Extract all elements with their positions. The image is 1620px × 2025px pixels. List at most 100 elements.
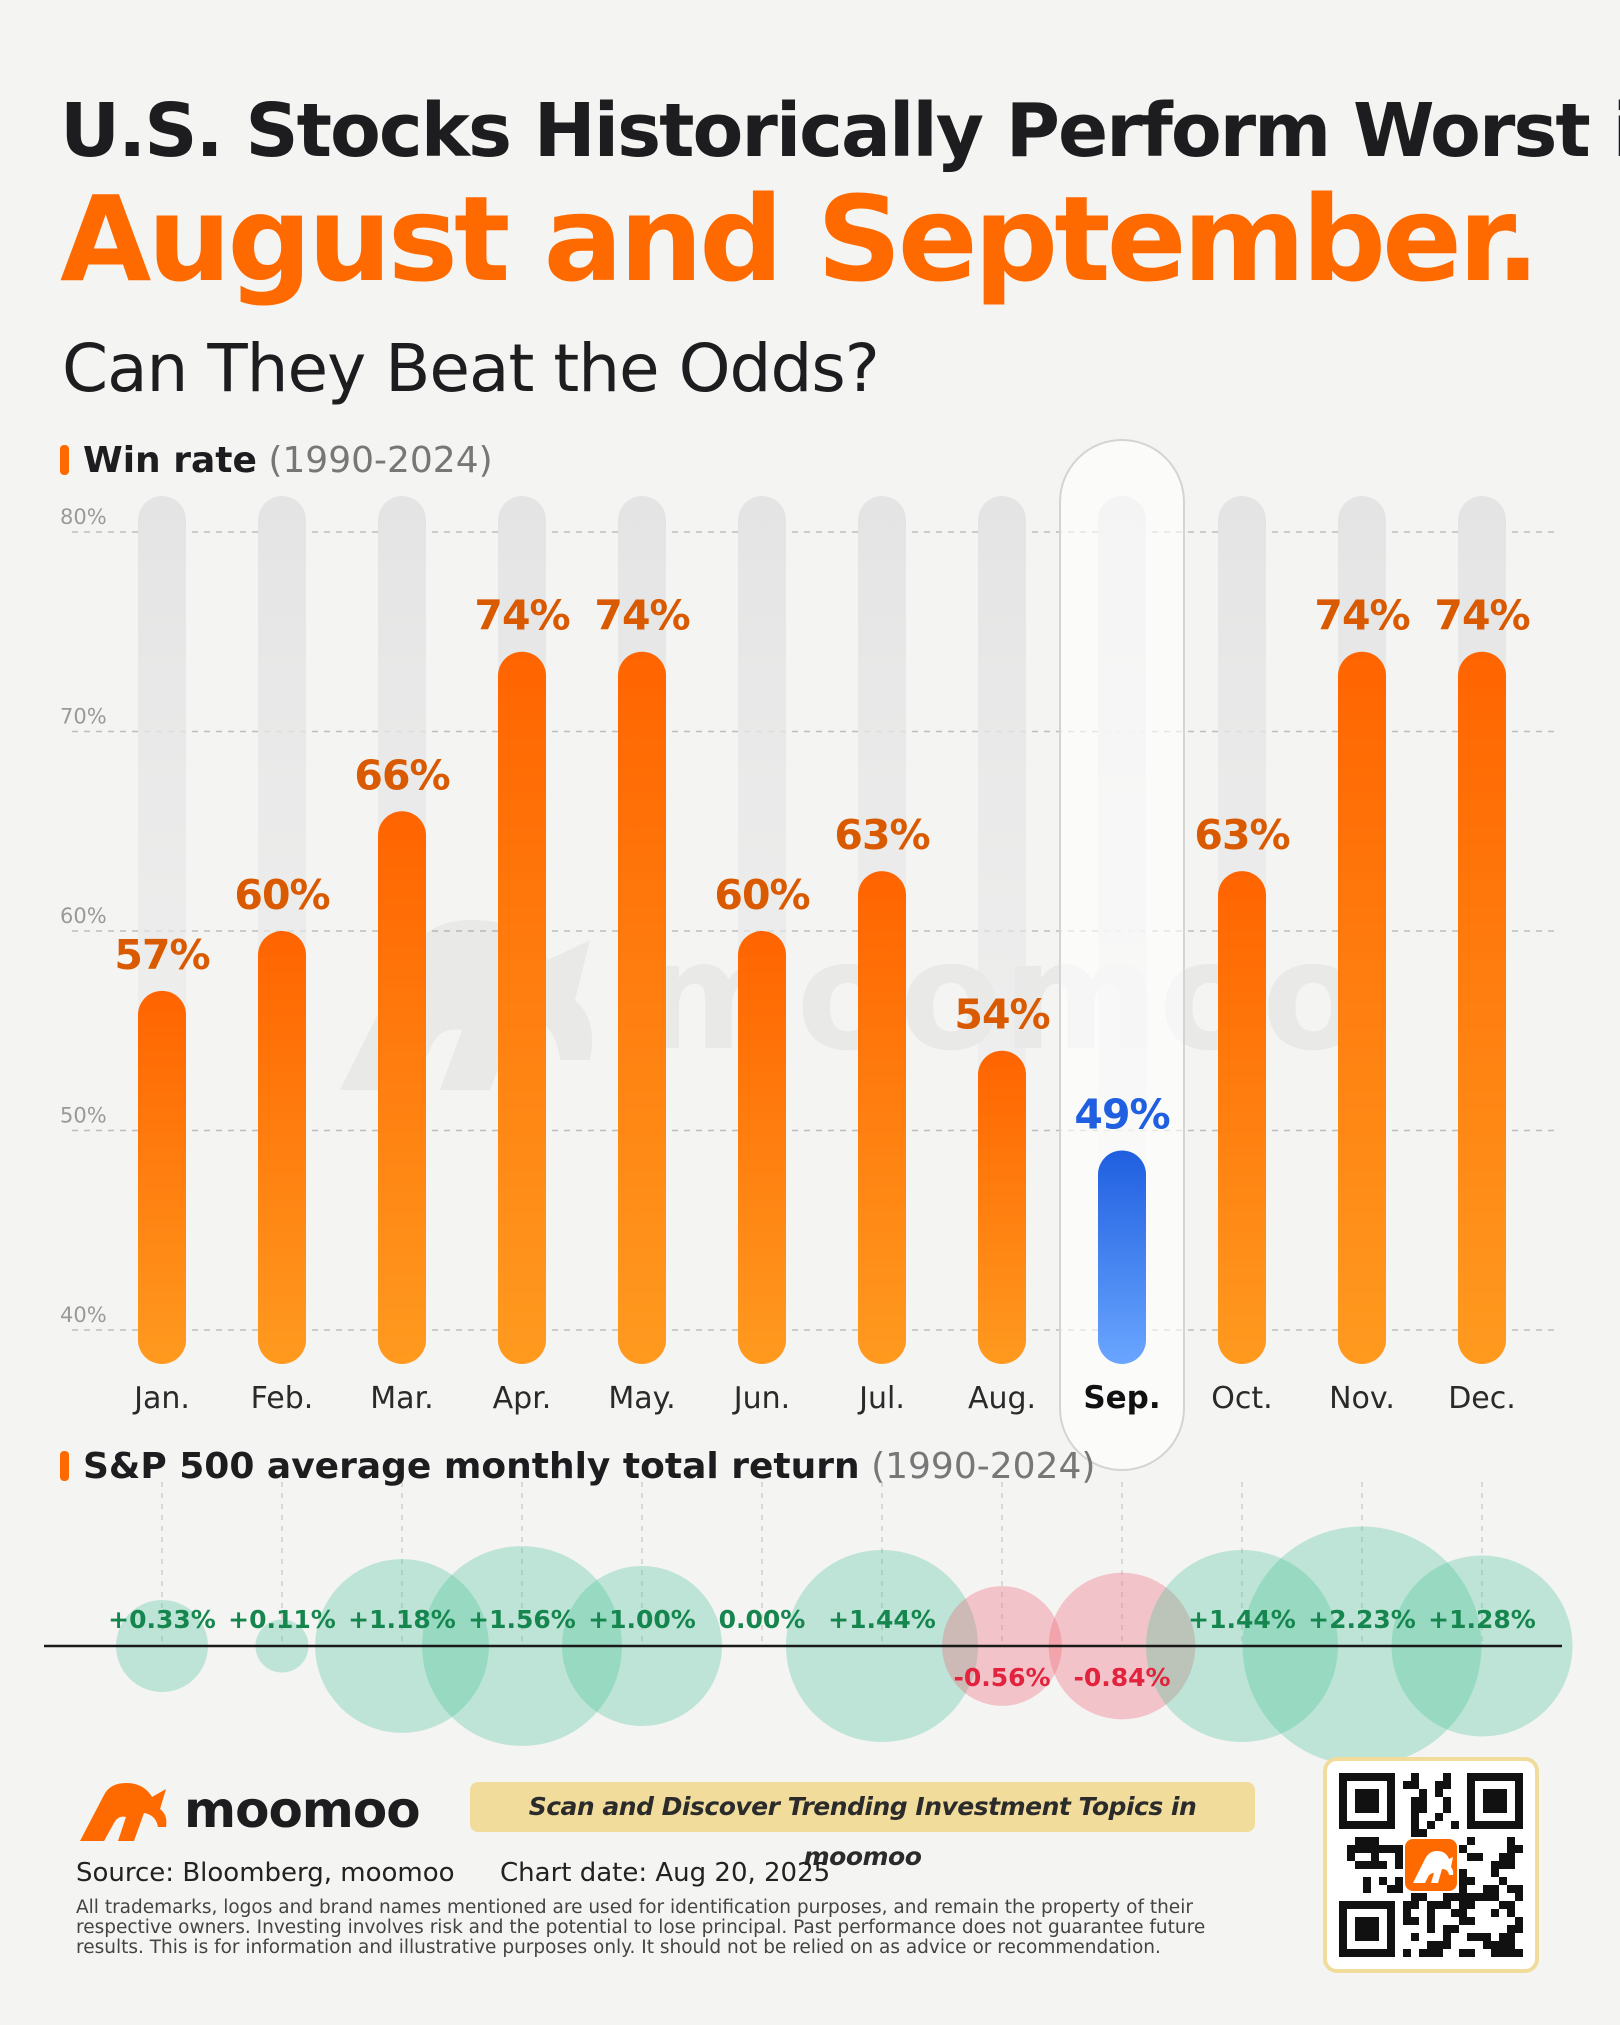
y-tick-label: 50% xyxy=(60,1104,107,1128)
month-label: Dec. xyxy=(1448,1381,1516,1416)
qr-module xyxy=(1427,1949,1435,1957)
qr-module xyxy=(1475,1853,1483,1861)
qr-module xyxy=(1435,1813,1443,1821)
bar-apr xyxy=(498,651,546,1364)
qr-module xyxy=(1491,1869,1499,1877)
qr-finder-core xyxy=(1483,1789,1507,1813)
qr-module xyxy=(1435,1901,1443,1909)
qr-module xyxy=(1443,1773,1451,1781)
qr-module xyxy=(1515,1845,1523,1853)
scan-banner: Scan and Discover Trending Investment To… xyxy=(470,1782,1255,1871)
qr-module xyxy=(1411,1917,1419,1925)
qr-module xyxy=(1451,1821,1459,1829)
qr-module xyxy=(1443,1797,1451,1805)
qr-module xyxy=(1363,1877,1371,1885)
qr-code[interactable] xyxy=(1323,1757,1539,1973)
month-label: Jan. xyxy=(132,1381,190,1416)
bar-nov xyxy=(1338,651,1386,1364)
disclaimer-text: All trademarks, logos and brand names me… xyxy=(76,1897,1206,1958)
qr-module xyxy=(1363,1845,1371,1853)
win-rate-period: (1990-2024) xyxy=(268,440,493,481)
qr-logo-bull xyxy=(1413,1851,1454,1883)
qr-module xyxy=(1459,1885,1467,1893)
highlight-capsule xyxy=(1059,439,1185,1471)
watermark-bull-icon xyxy=(340,920,593,1090)
qr-module xyxy=(1371,1845,1379,1853)
qr-module xyxy=(1363,1885,1371,1893)
bar-value-label: 57% xyxy=(114,931,209,979)
qr-module xyxy=(1507,1941,1515,1949)
qr-module xyxy=(1403,1781,1411,1789)
qr-module xyxy=(1443,1805,1451,1813)
qr-module xyxy=(1483,1885,1491,1893)
qr-module xyxy=(1459,1917,1467,1925)
bar-value-label: 54% xyxy=(954,991,1049,1039)
month-label: Jul. xyxy=(857,1381,905,1416)
qr-module xyxy=(1443,1941,1451,1949)
bar-value-label: 74% xyxy=(594,592,689,640)
y-tick-label: 60% xyxy=(60,904,107,928)
qr-module xyxy=(1515,1949,1523,1957)
qr-module xyxy=(1515,1893,1523,1901)
qr-module xyxy=(1491,1885,1499,1893)
qr-module xyxy=(1403,1917,1411,1925)
return-value-label: +1.18% xyxy=(348,1605,456,1634)
qr-module xyxy=(1363,1837,1371,1845)
qr-module xyxy=(1483,1933,1491,1941)
source-text: Source: Bloomberg, moomoo xyxy=(76,1858,455,1888)
qr-module xyxy=(1363,1861,1371,1869)
qr-module xyxy=(1355,1845,1363,1853)
qr-module xyxy=(1347,1845,1355,1853)
qr-module xyxy=(1443,1893,1451,1901)
return-heading: S&P 500 average monthly total return (19… xyxy=(60,1446,1095,1487)
return-value-label: +1.00% xyxy=(588,1605,696,1634)
qr-module xyxy=(1427,1909,1435,1917)
qr-code-image xyxy=(1339,1773,1523,1957)
y-tick-label: 40% xyxy=(60,1303,107,1327)
qr-module xyxy=(1459,1909,1467,1917)
qr-module xyxy=(1443,1925,1451,1933)
qr-module xyxy=(1443,1781,1451,1789)
qr-module xyxy=(1395,1845,1403,1853)
qr-module xyxy=(1435,1789,1443,1797)
qr-module xyxy=(1419,1789,1427,1797)
qr-module xyxy=(1411,1829,1419,1837)
qr-module xyxy=(1507,1901,1515,1909)
qr-module xyxy=(1507,1885,1515,1893)
qr-module xyxy=(1499,1853,1507,1861)
qr-module xyxy=(1507,1933,1515,1941)
qr-module xyxy=(1411,1933,1419,1941)
qr-module xyxy=(1451,1909,1459,1917)
qr-module xyxy=(1467,1853,1475,1861)
month-label: May. xyxy=(608,1381,675,1416)
qr-module xyxy=(1491,1861,1499,1869)
qr-module xyxy=(1403,1901,1411,1909)
bar-value-label: 63% xyxy=(1194,811,1289,859)
qr-module xyxy=(1459,1901,1467,1909)
bar-jul xyxy=(858,871,906,1364)
qr-module xyxy=(1467,1933,1475,1941)
qr-module xyxy=(1435,1781,1443,1789)
bar-value-label: 60% xyxy=(714,871,809,919)
brand-name: moomoo xyxy=(184,1781,421,1839)
bar-jan xyxy=(138,990,186,1364)
y-tick-label: 80% xyxy=(60,505,107,529)
return-value-label: -0.56% xyxy=(953,1663,1050,1692)
qr-module xyxy=(1483,1941,1491,1949)
bar-mar xyxy=(378,811,426,1364)
qr-module xyxy=(1427,1917,1435,1925)
chart-date: Chart date: Aug 20, 2025 xyxy=(500,1858,831,1888)
heading-accent xyxy=(60,1451,69,1481)
qr-module xyxy=(1347,1853,1355,1861)
qr-module xyxy=(1499,1949,1507,1957)
bar-sep xyxy=(1098,1150,1146,1364)
return-value-label: 0.00% xyxy=(719,1605,806,1634)
chart-canvas: 40%50%60%70%80% moomoo 57%Jan.60%Feb.66%… xyxy=(44,439,1573,1760)
qr-module xyxy=(1499,1941,1507,1949)
qr-module xyxy=(1459,1869,1467,1877)
qr-module xyxy=(1507,1949,1515,1957)
qr-module xyxy=(1371,1853,1379,1861)
month-label: Nov. xyxy=(1329,1381,1395,1416)
qr-module xyxy=(1411,1901,1419,1909)
qr-module xyxy=(1507,1853,1515,1861)
